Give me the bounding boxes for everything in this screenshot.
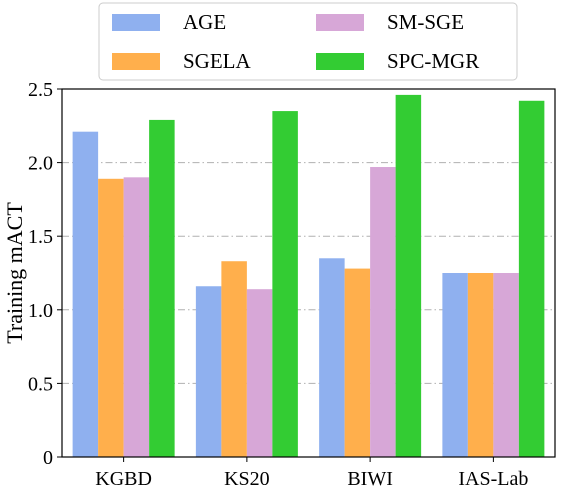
bar-spc-mgr-kgbd (149, 119, 175, 458)
y-tick-label: 1.0 (28, 300, 53, 322)
legend-swatch-spc-mgr (316, 53, 364, 70)
legend-frame (98, 2, 518, 81)
bar-sgela-ias-lab (467, 273, 494, 457)
x-tick-label: KS20 (224, 468, 270, 487)
x-tick-label: BIWI (347, 468, 393, 487)
bar-age-biwi (319, 258, 345, 457)
legend-label-spc-mgr: SPC-MGR (387, 49, 479, 73)
bar-sm-sge-biwi (370, 167, 396, 458)
y-tick-label: 0 (43, 447, 53, 469)
bar-age-ias-lab (442, 273, 468, 457)
y-tick-label: 2.5 (28, 79, 53, 101)
bar-sgela-biwi (344, 268, 371, 457)
bar-sm-sge-ks20 (246, 289, 273, 457)
legend-label-sgela: SGELA (183, 49, 252, 73)
plot-frame (61, 88, 556, 458)
y-axis-label: Training mACT (2, 202, 27, 344)
bar-sgela-kgbd (98, 178, 124, 458)
legend-swatch-sm-sge (316, 14, 364, 31)
bar-age-kgbd (72, 131, 99, 458)
legend-label-sm-sge: SM-SGE (387, 10, 464, 34)
bar-spc-mgr-biwi (395, 94, 422, 457)
axis-ticks: 0 0.5 1.0 1.5 2.0 2.5 KGBD KS20 BIWI IAS-Lab (28, 79, 528, 487)
x-tick-label: KGBD (95, 468, 152, 487)
legend: AGE SGELA SM-SGE SPC-MGR (98, 2, 518, 81)
bar-age-ks20 (195, 286, 222, 457)
bar-sm-sge-ias-lab (493, 273, 519, 457)
bar-spc-mgr-ks20 (272, 111, 298, 457)
y-tick-label: 2.0 (28, 153, 53, 175)
legend-swatch-age (112, 14, 160, 31)
bar-sm-sge-kgbd (123, 177, 150, 457)
y-tick-label: 0.5 (28, 373, 53, 395)
legend-label-age: AGE (183, 10, 226, 34)
bar-spc-mgr-ias-lab (518, 100, 545, 457)
legend-swatch-sgela (112, 53, 160, 70)
y-tick-label: 1.5 (28, 226, 53, 248)
bars (72, 94, 545, 458)
x-tick-label: IAS-Lab (458, 468, 528, 487)
bar-sgela-ks20 (221, 261, 247, 457)
